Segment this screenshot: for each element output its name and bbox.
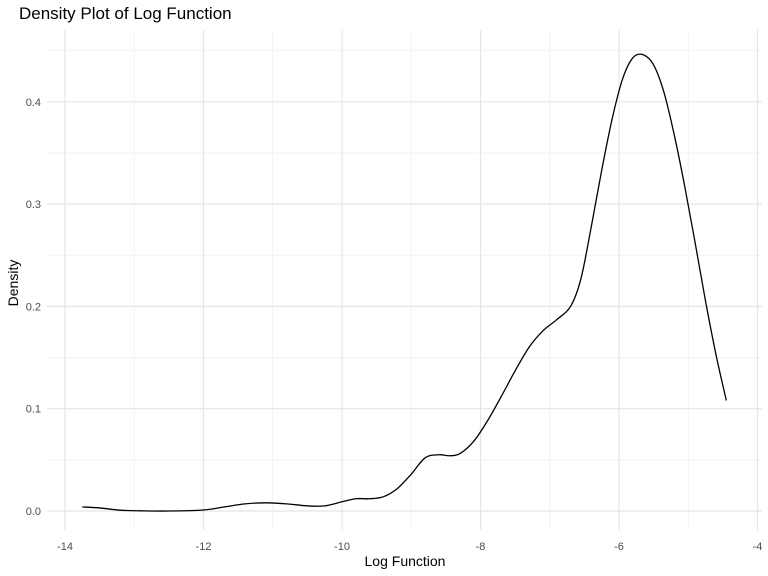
x-tick-label: -10: [334, 541, 350, 553]
y-tick-label: 0.0: [26, 506, 41, 518]
y-tick-label: 0.4: [26, 97, 41, 109]
x-tick-label: -4: [753, 541, 763, 553]
x-axis-title: Log Function: [365, 553, 446, 569]
major-gridlines: [47, 30, 762, 530]
x-tick-labels: -14 -12 -10 -8 -6 -4: [57, 541, 762, 553]
x-tick-label: -8: [476, 541, 486, 553]
y-tick-label: 0.3: [26, 199, 41, 211]
chart-title: Density Plot of Log Function: [19, 4, 232, 23]
x-tick-label: -14: [57, 541, 73, 553]
minor-gridlines: [47, 30, 762, 530]
x-tick-label: -12: [196, 541, 212, 553]
series-group: [82, 53, 727, 512]
y-axis-title: Density: [5, 260, 21, 307]
density-line: [82, 53, 727, 512]
x-tick-label: -6: [614, 541, 624, 553]
y-tick-label: 0.2: [26, 301, 41, 313]
y-tick-labels: 0.0 0.1 0.2 0.3 0.4: [26, 97, 41, 518]
y-tick-label: 0.1: [26, 404, 41, 416]
